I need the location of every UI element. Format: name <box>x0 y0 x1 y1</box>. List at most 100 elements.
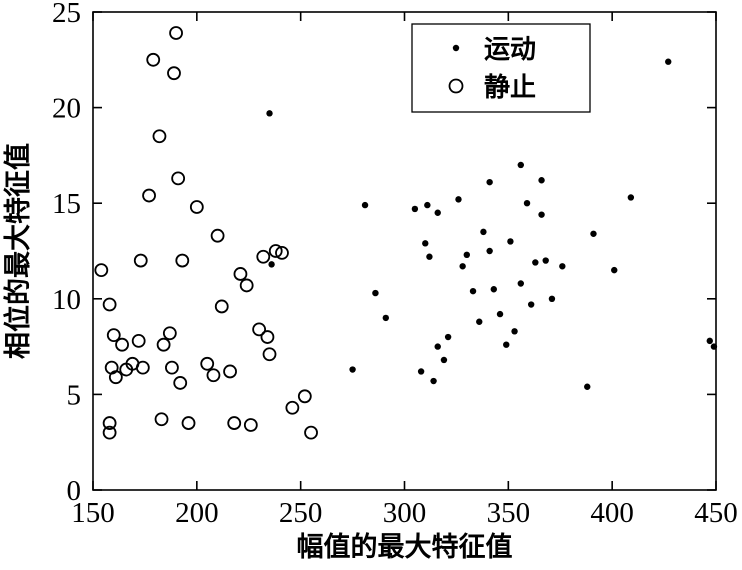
data-point-static <box>94 263 109 278</box>
data-point-motion <box>440 356 448 364</box>
data-point-motion <box>266 110 273 117</box>
data-point-static <box>102 297 117 312</box>
data-point-static <box>268 244 283 258</box>
data-point-motion <box>382 314 390 322</box>
data-point-static <box>156 337 171 352</box>
data-point-motion <box>434 343 441 350</box>
data-point-motion <box>611 266 618 274</box>
x-tick-label: 300 <box>383 497 427 529</box>
data-point-static <box>152 129 167 144</box>
data-point-motion <box>590 230 597 237</box>
x-tick-label: 350 <box>487 497 531 529</box>
data-point-motion <box>523 200 531 207</box>
data-point-static <box>173 376 188 390</box>
data-point-motion <box>503 341 510 348</box>
data-point-motion <box>463 251 470 259</box>
data-point-motion <box>426 253 433 260</box>
legend-label-motion: 运动 <box>484 35 536 65</box>
data-point-static <box>171 171 186 186</box>
data-point-static <box>133 253 148 268</box>
data-point-static <box>154 412 169 427</box>
x-tick-label: 400 <box>590 497 634 529</box>
data-point-motion <box>480 228 487 236</box>
legend-label-static: 静止 <box>484 72 536 103</box>
data-point-static <box>297 389 312 404</box>
data-point-static <box>102 416 117 430</box>
legend-circle-marker-icon <box>448 78 464 94</box>
data-point-motion <box>422 240 429 247</box>
data-point-motion <box>542 257 549 264</box>
y-tick-label: 20 <box>52 93 81 125</box>
data-point-static <box>131 333 146 348</box>
data-point-motion <box>486 247 493 255</box>
data-point-motion <box>517 161 524 169</box>
data-point-motion <box>710 343 718 350</box>
data-point-motion <box>538 177 545 184</box>
data-point-motion <box>430 377 437 385</box>
data-point-motion <box>511 328 518 335</box>
data-point-motion <box>527 301 535 308</box>
data-point-motion <box>372 289 379 297</box>
data-point-motion <box>532 259 539 266</box>
data-point-motion <box>469 287 477 295</box>
data-point-static <box>239 278 254 293</box>
data-point-motion <box>444 333 452 341</box>
data-point-static <box>233 267 248 281</box>
data-point-static <box>142 188 156 203</box>
data-point-motion <box>559 263 566 270</box>
data-point-static <box>285 400 300 415</box>
data-point-static <box>243 418 258 432</box>
y-tick-label: 10 <box>52 284 81 316</box>
data-point-motion <box>455 196 462 203</box>
data-point-motion <box>411 205 419 213</box>
data-point-motion <box>706 337 713 345</box>
y-tick-label: 15 <box>52 188 81 220</box>
data-point-static <box>181 416 196 430</box>
data-point-static <box>135 360 150 375</box>
data-point-motion <box>538 211 545 218</box>
data-point-motion <box>476 318 483 325</box>
data-point-static <box>260 330 275 344</box>
data-point-motion <box>548 295 556 302</box>
y-tick-label: 25 <box>52 0 81 29</box>
data-point-motion <box>584 383 591 390</box>
data-point-static <box>165 360 179 375</box>
data-point-static <box>108 370 123 385</box>
data-point-motion <box>507 238 514 245</box>
data-point-motion <box>361 201 369 209</box>
data-point-motion <box>268 261 275 268</box>
data-point-motion <box>417 368 425 375</box>
data-point-motion <box>496 310 504 318</box>
data-point-motion <box>627 194 635 201</box>
data-point-static <box>252 322 267 337</box>
legend-box <box>411 23 591 113</box>
x-tick-label: 250 <box>279 497 323 529</box>
data-point-static <box>200 356 215 371</box>
data-point-static <box>275 246 289 260</box>
data-point-motion <box>349 366 356 373</box>
x-axis-title: 幅值的最大特征值 <box>297 531 513 563</box>
data-point-static <box>146 52 161 67</box>
data-point-static <box>262 347 277 362</box>
data-point-static <box>175 253 190 268</box>
data-point-static <box>167 66 181 81</box>
data-point-static <box>227 416 242 430</box>
data-point-static <box>256 249 271 264</box>
y-tick-label: 5 <box>67 379 82 411</box>
data-point-static <box>223 364 237 379</box>
x-tick-label: 150 <box>71 497 115 529</box>
data-point-motion <box>665 58 672 65</box>
data-point-static <box>214 299 229 314</box>
data-point-motion <box>424 201 431 209</box>
x-tick-label: 450 <box>694 497 738 529</box>
x-tick-label: 200 <box>175 497 219 529</box>
data-point-static <box>162 326 177 341</box>
data-point-motion <box>459 263 466 270</box>
data-point-motion <box>486 178 493 186</box>
data-point-motion <box>517 280 524 287</box>
y-tick-label: 0 <box>67 475 82 507</box>
legend-dot-marker-icon <box>452 44 460 52</box>
data-point-static <box>102 425 117 440</box>
data-point-motion <box>434 209 441 216</box>
